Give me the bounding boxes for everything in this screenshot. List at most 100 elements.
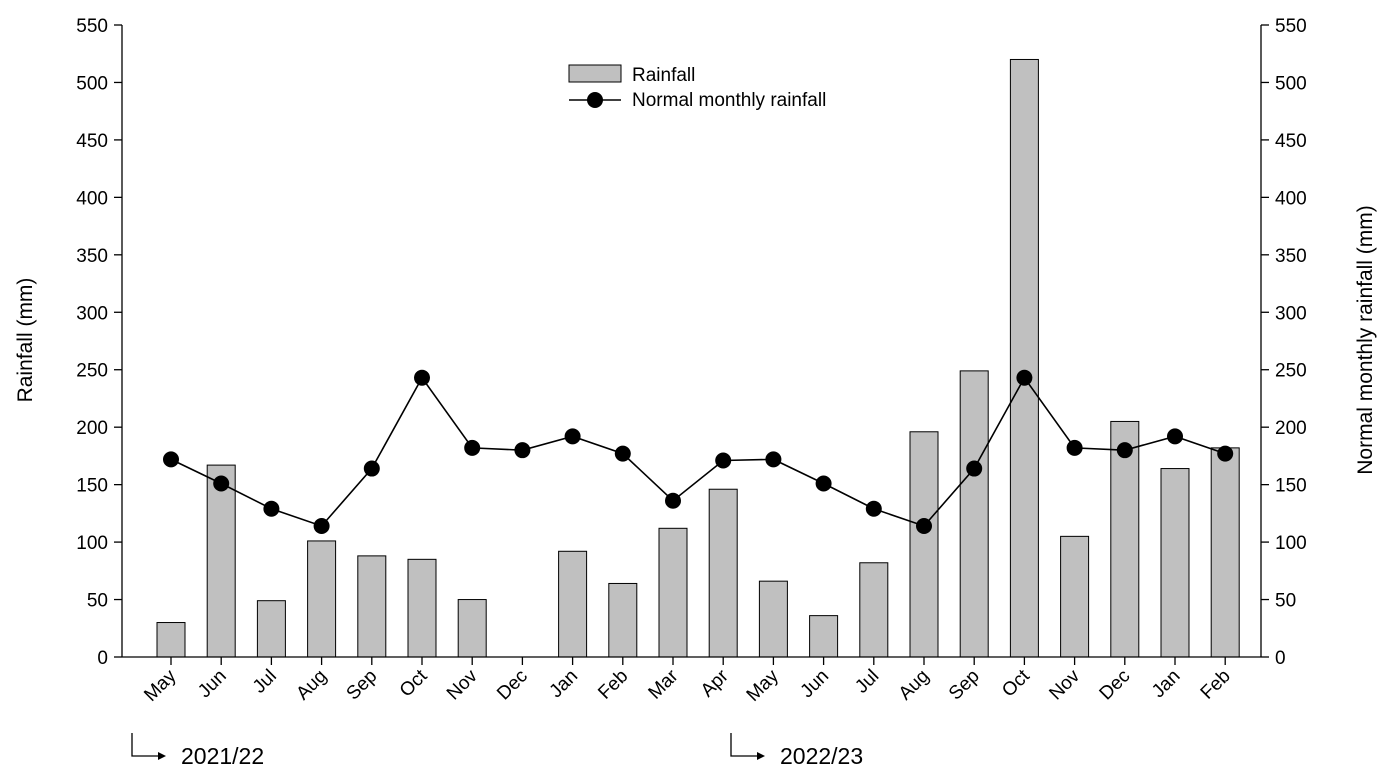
normal-rainfall-point-18: [1066, 439, 1083, 456]
bar-nov-6: [457, 599, 487, 658]
normal-rainfall-point-17: [1016, 369, 1033, 386]
bar-may-0: [156, 622, 186, 658]
normal-rainfall-point-12: [765, 451, 782, 468]
y-tick-label-right-3: 150: [1275, 476, 1307, 497]
normal-rainfall-line: [170, 376, 1226, 527]
normal-rainfall-point-11: [715, 452, 732, 469]
bar-sep-4: [357, 555, 387, 658]
season-arrow-1: [131, 733, 158, 757]
legend-swatch-rainfall: [568, 64, 622, 83]
y-axis-title-right: Normal monthly rainfall (mm): [1354, 205, 1377, 475]
x-tick-label-jan-20: Jan: [1148, 666, 1185, 703]
bar-sep-16: [959, 370, 989, 658]
legend-marker-normal: [587, 92, 603, 108]
bars-layer: [156, 58, 1240, 658]
bar-feb-9: [608, 582, 638, 658]
bar-jun-1: [206, 464, 236, 658]
line-layer: [163, 369, 1234, 534]
y-tick-label-left-8: 400: [76, 188, 108, 209]
season-annotation-2: 2022/23: [730, 733, 863, 767]
bar-nov-18: [1060, 535, 1090, 658]
x-tick-label-dec-7: Dec: [493, 666, 532, 705]
x-tick-label-nov-6: Nov: [443, 665, 482, 704]
legend: Rainfall Normal monthly rainfall: [568, 64, 826, 111]
y-tick-label-left-1: 50: [87, 591, 108, 612]
bar-aug-15: [909, 431, 939, 658]
legend-label-normal: Normal monthly rainfall: [632, 90, 826, 111]
bar-aug-3: [307, 540, 337, 658]
normal-rainfall-point-8: [564, 428, 581, 445]
y-tick-label-right-8: 400: [1275, 188, 1307, 209]
bar-oct-17: [1009, 58, 1039, 658]
x-tick-label-jan-8: Jan: [546, 666, 583, 703]
y-tick-label-right-0: 0: [1275, 648, 1286, 669]
bar-jun-13: [809, 615, 839, 658]
bar-apr-11: [708, 488, 738, 658]
bar-jan-8: [558, 550, 588, 658]
x-tick-label-may-0: May: [140, 665, 181, 706]
normal-rainfall-point-3: [313, 518, 330, 534]
x-tick-label-mar-10: Mar: [645, 665, 683, 703]
x-tick-label-aug-3: Aug: [292, 666, 331, 705]
season-label-1: 2021/22: [181, 743, 264, 767]
normal-rainfall-point-1: [213, 475, 230, 492]
x-tick-label-aug-15: Aug: [895, 666, 934, 705]
y-tick-label-left-3: 150: [76, 476, 108, 497]
y-tick-label-left-7: 350: [76, 246, 108, 267]
normal-rainfall-point-5: [414, 369, 430, 386]
y-axis-title-left: Rainfall (mm): [14, 278, 37, 403]
y-tick-label-right-7: 350: [1275, 246, 1307, 267]
x-tick-label-oct-17: Oct: [998, 665, 1034, 701]
normal-rainfall-point-7: [514, 442, 531, 459]
y-tick-label-right-5: 250: [1275, 361, 1307, 382]
y-tick-label-left-10: 500: [76, 73, 108, 94]
normal-rainfall-point-19: [1116, 442, 1133, 459]
x-tick-label-oct-5: Oct: [396, 665, 432, 701]
bar-jul-2: [256, 600, 286, 658]
x-tick-label-nov-18: Nov: [1045, 665, 1084, 704]
y-tick-label-right-11: 550: [1275, 16, 1307, 37]
x-tick-label-sep-4: Sep: [343, 666, 382, 705]
x-tick-label-jun-13: Jun: [797, 666, 834, 703]
y-tick-label-right-4: 200: [1275, 418, 1307, 439]
x-tick-label-sep-16: Sep: [945, 666, 984, 705]
y-tick-label-right-9: 450: [1275, 131, 1307, 152]
y-tick-label-left-6: 300: [76, 303, 108, 324]
normal-rainfall-point-20: [1167, 428, 1183, 445]
y-tick-label-left-11: 550: [76, 16, 108, 37]
y-tick-label-left-0: 0: [97, 648, 108, 669]
normal-rainfall-point-14: [865, 500, 882, 517]
x-tick-label-apr-11: Apr: [697, 665, 733, 701]
x-tick-label-jul-14: Jul: [851, 666, 883, 698]
y-tick-label-left-2: 100: [76, 533, 108, 554]
bar-oct-5: [407, 558, 437, 658]
season-arrowhead-2: [757, 752, 765, 760]
season-arrowhead-1: [158, 752, 166, 760]
bar-feb-21: [1210, 447, 1240, 658]
y-tick-label-left-9: 450: [76, 131, 108, 152]
normal-rainfall-point-10: [665, 492, 681, 509]
normal-rainfall-point-0: [163, 451, 179, 468]
bar-mar-10: [658, 527, 688, 658]
normal-rainfall-point-13: [815, 475, 832, 492]
y-tick-label-right-1: 50: [1275, 591, 1296, 612]
normal-rainfall-point-21: [1217, 445, 1234, 462]
normal-rainfall-point-2: [263, 500, 280, 517]
x-tick-label-jul-2: Jul: [249, 666, 281, 698]
bar-jan-20: [1160, 468, 1190, 658]
normal-rainfall-point-9: [614, 445, 631, 462]
x-tick-label-feb-9: Feb: [594, 666, 632, 704]
bar-may-12: [758, 580, 788, 658]
x-tick-label-dec-19: Dec: [1096, 666, 1135, 705]
normal-rainfall-point-4: [363, 460, 380, 477]
legend-label-rainfall: Rainfall: [632, 65, 695, 86]
y-tick-label-left-5: 250: [76, 361, 108, 382]
x-tick-label-may-12: May: [743, 665, 784, 706]
y-tick-label-right-10: 500: [1275, 73, 1307, 94]
normal-rainfall-point-15: [916, 518, 932, 534]
bar-dec-19: [1110, 420, 1140, 658]
normal-rainfall-point-6: [464, 439, 481, 456]
x-tick-label-jun-1: Jun: [194, 666, 231, 703]
normal-rainfall-point-16: [966, 460, 983, 477]
